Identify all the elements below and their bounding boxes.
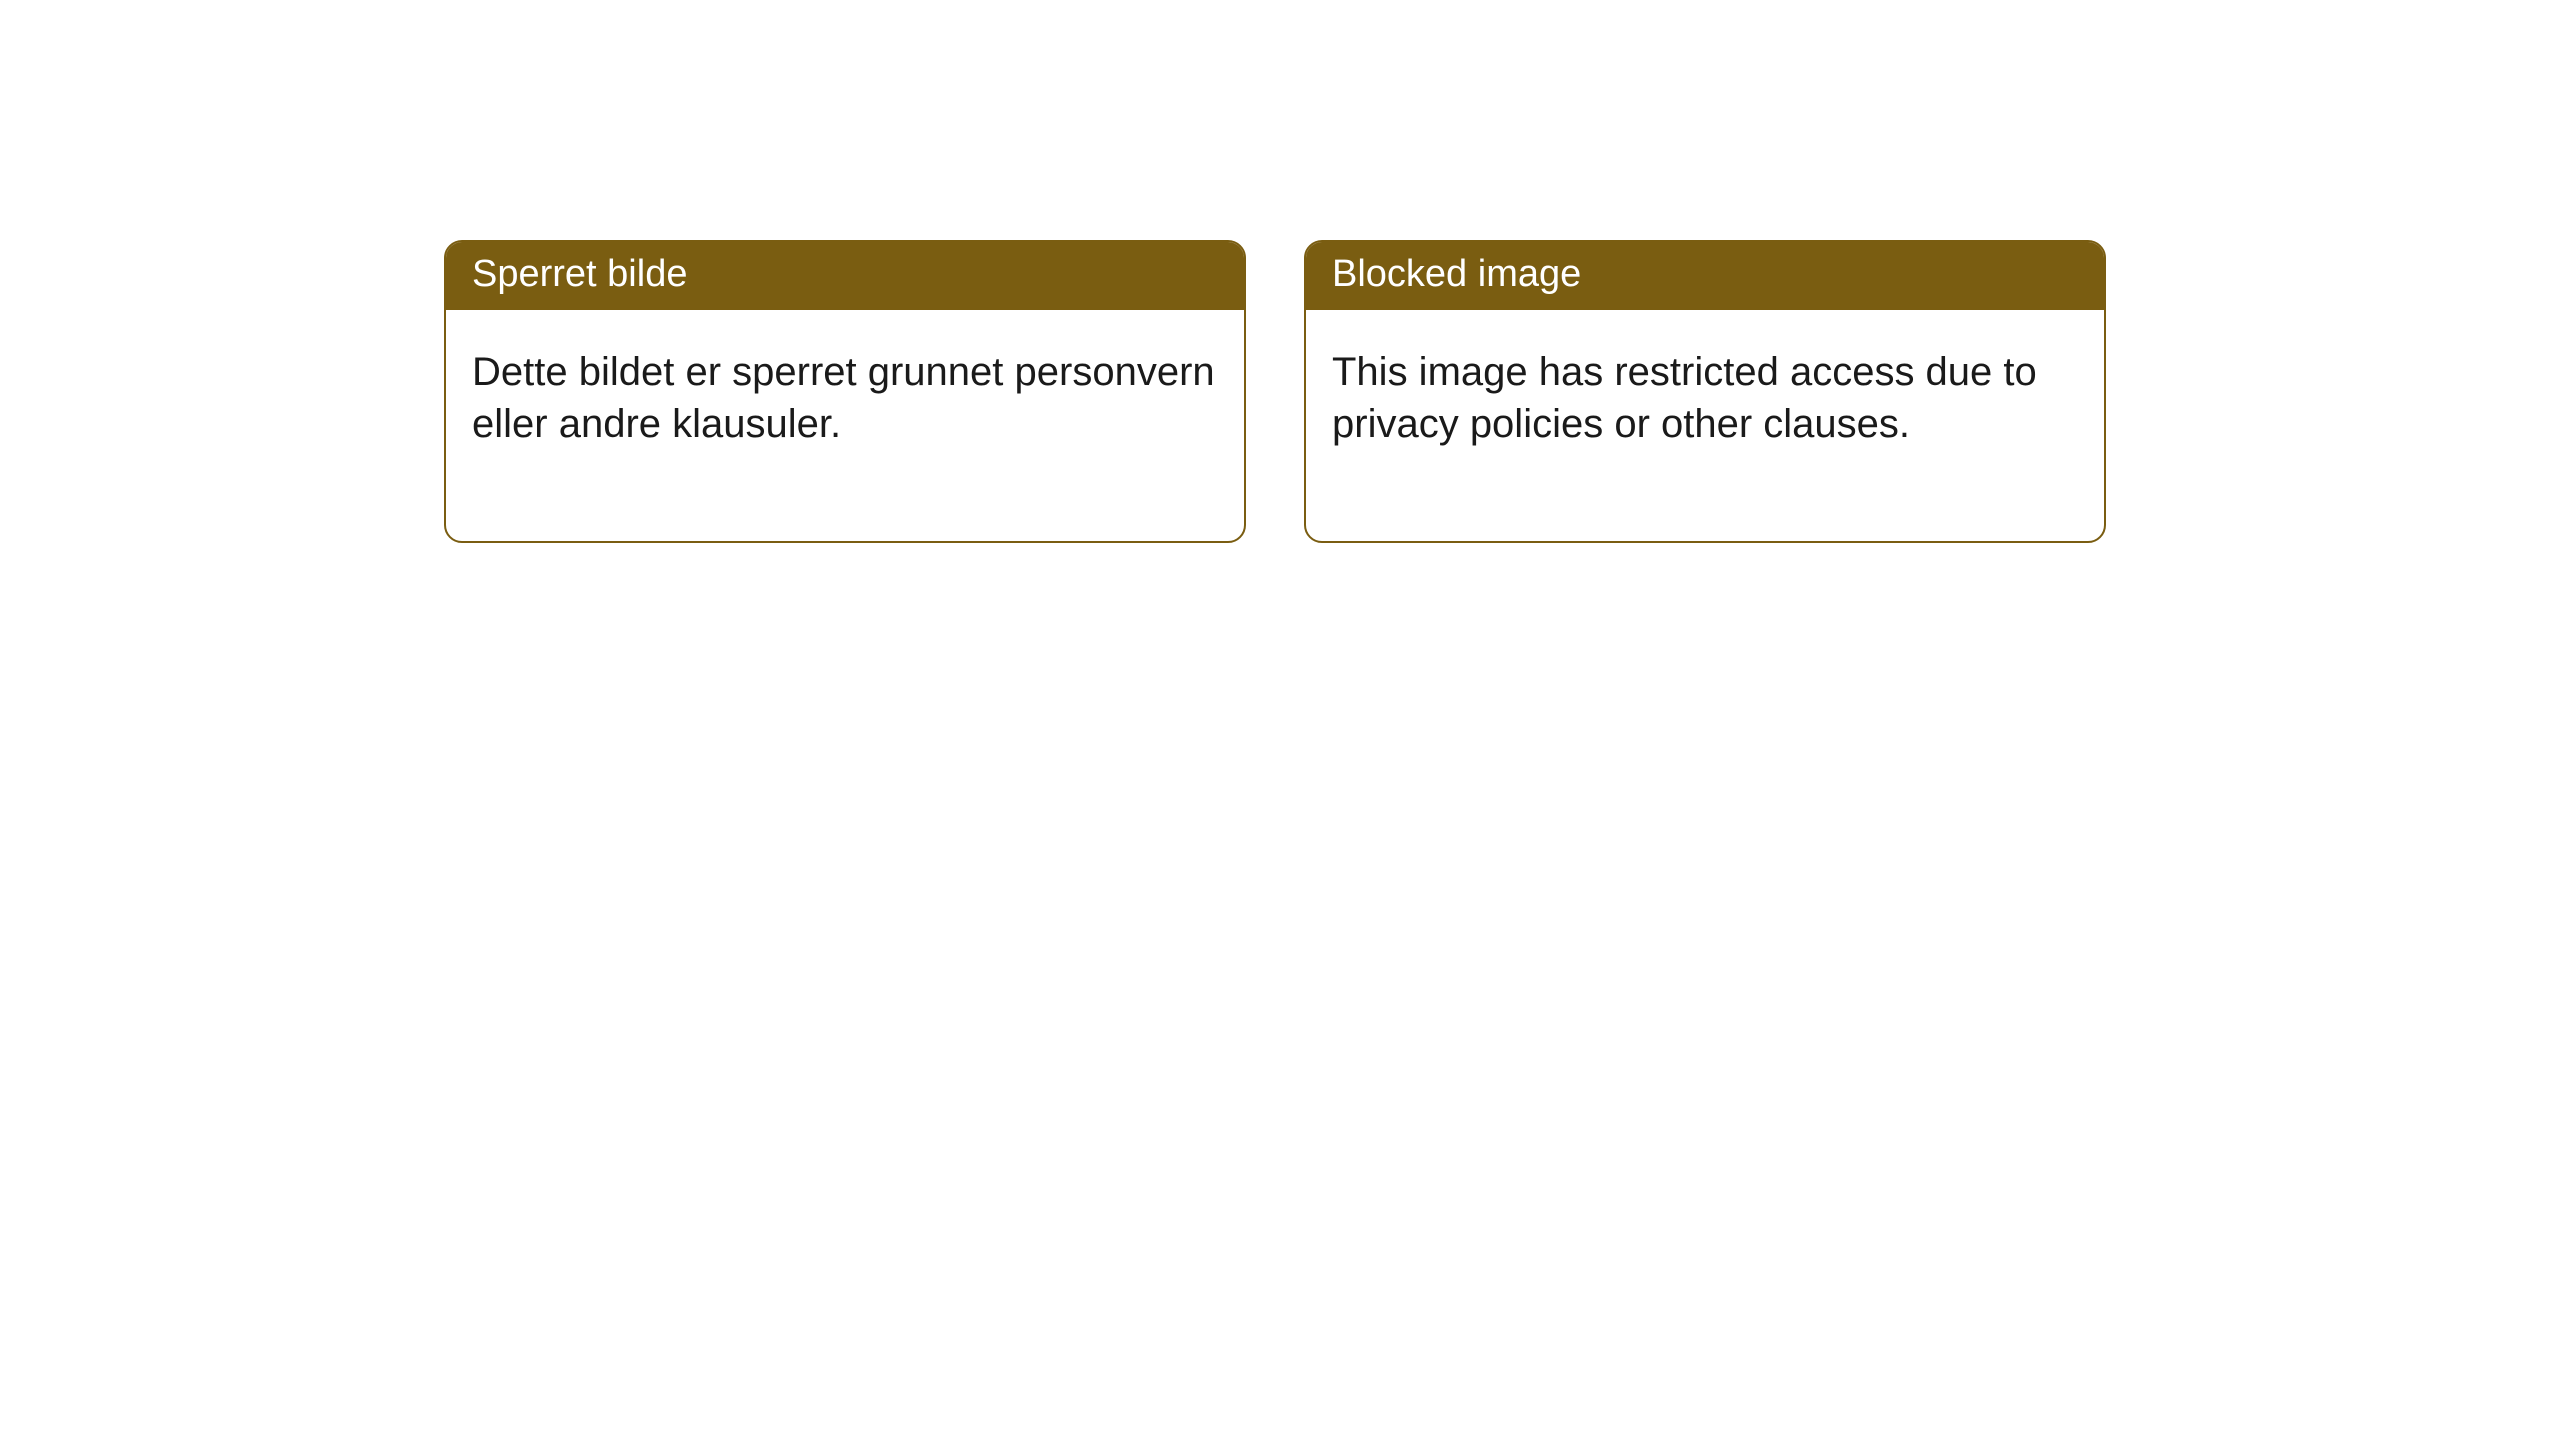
card-body-text: This image has restricted access due to … bbox=[1306, 310, 2104, 542]
notice-cards-row: Sperret bilde Dette bildet er sperret gr… bbox=[0, 0, 2560, 543]
card-title: Blocked image bbox=[1306, 242, 2104, 310]
card-title: Sperret bilde bbox=[446, 242, 1244, 310]
card-body-text: Dette bildet er sperret grunnet personve… bbox=[446, 310, 1244, 542]
blocked-image-card-en: Blocked image This image has restricted … bbox=[1304, 240, 2106, 543]
blocked-image-card-no: Sperret bilde Dette bildet er sperret gr… bbox=[444, 240, 1246, 543]
